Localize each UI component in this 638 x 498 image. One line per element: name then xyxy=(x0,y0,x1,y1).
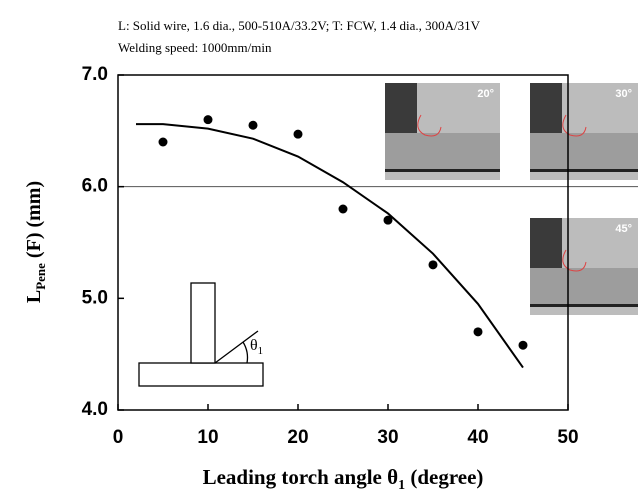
y-tick-label: 4.0 xyxy=(82,399,108,420)
photo-dark xyxy=(385,83,417,133)
data-point xyxy=(203,115,213,125)
joint-diagram xyxy=(138,282,264,387)
data-point xyxy=(158,137,168,147)
weld-outline xyxy=(562,249,587,272)
photo-scale xyxy=(530,304,638,307)
x-tick-label: 40 xyxy=(467,427,488,448)
data-point xyxy=(428,260,438,270)
data-point xyxy=(518,340,528,350)
weld-outline xyxy=(562,114,587,137)
photo-plate xyxy=(385,133,500,169)
data-point xyxy=(338,204,348,214)
data-point xyxy=(383,215,393,225)
photo-scale xyxy=(530,169,638,172)
y-tick-label: 7.0 xyxy=(82,64,108,85)
inset-label: 30° xyxy=(615,88,632,100)
x-tick-label: 0 xyxy=(113,427,124,448)
weld-outline xyxy=(417,114,442,137)
x-axis-label: Leading torch angle θ1 (degree) xyxy=(203,465,484,493)
data-point xyxy=(473,327,483,337)
inset-photo: 30° xyxy=(530,83,638,180)
header-line: Welding speed: 1000mm/min xyxy=(118,40,272,55)
photo-scale xyxy=(385,169,500,172)
photo-plate xyxy=(530,133,638,169)
inset-label: 45° xyxy=(615,223,632,235)
photo-dark xyxy=(530,218,562,268)
y-axis-label: LPene (F) (mm) xyxy=(23,181,48,303)
x-tick-label: 30 xyxy=(377,427,398,448)
angle-label: θ1 xyxy=(250,337,263,357)
photo-dark xyxy=(530,83,562,133)
x-tick-label: 50 xyxy=(557,427,578,448)
plot-frame xyxy=(117,74,569,411)
fit-curve xyxy=(136,123,524,369)
header-line: L: Solid wire, 1.6 dia., 500-510A/33.2V;… xyxy=(118,18,481,33)
photo-plate xyxy=(530,268,638,304)
x-tick-label: 10 xyxy=(197,427,218,448)
y-tick-label: 5.0 xyxy=(82,287,108,308)
data-point xyxy=(293,129,303,139)
inset-photo: 20° xyxy=(385,83,500,180)
x-tick-label: 20 xyxy=(287,427,308,448)
data-point xyxy=(248,120,258,130)
y-tick-label: 6.0 xyxy=(82,176,108,197)
inset-photo: 45° xyxy=(530,218,638,315)
inset-label: 20° xyxy=(477,88,494,100)
